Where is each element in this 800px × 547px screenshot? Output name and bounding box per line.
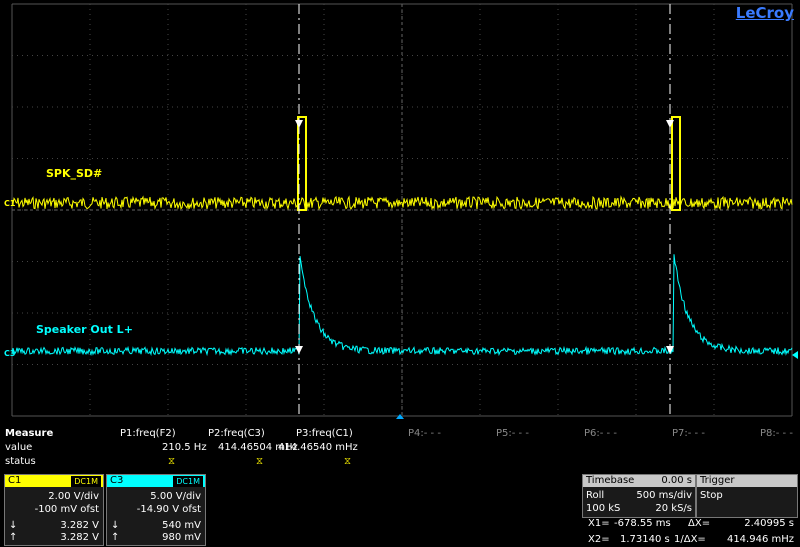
c3-trace-label: Speaker Out L+	[36, 323, 133, 336]
timebase-rate: 20 kS/s	[655, 503, 692, 514]
c1-pulses	[297, 116, 681, 211]
c3-channel-box[interactable]: C3 DC1M 5.00 V/div -14.90 V ofst ↓ 540 m…	[106, 474, 206, 546]
c3-up-value: 980 mV	[162, 532, 201, 543]
c1-box-name: C1	[8, 475, 22, 486]
timebase-box[interactable]: Timebase 0.00 s Roll 500 ms/div 100 kS 2…	[582, 474, 696, 518]
c3-coupling-badge: DC1M	[173, 476, 203, 487]
param-p4-name[interactable]: P4:- - -	[408, 428, 441, 439]
c3-waveform	[11, 254, 793, 357]
param-p3-value: 414.46540 mHz	[278, 442, 358, 453]
status-row-label: status	[5, 456, 36, 467]
measure-title[interactable]: Measure	[5, 428, 54, 439]
param-p2-name[interactable]: P2:freq(C3)	[208, 428, 265, 439]
graticule	[11, 3, 793, 417]
param-p2-value: 414.46504 mHz	[218, 442, 298, 453]
c1-ground-marker[interactable]: C1	[4, 199, 16, 208]
timebase-delay: 0.00 s	[661, 475, 692, 486]
param-p8-name[interactable]: P8:- - -	[760, 428, 793, 439]
param-p6-name[interactable]: P6:- - -	[584, 428, 617, 439]
trigger-state: Stop	[700, 490, 723, 501]
trigger-box[interactable]: Trigger Stop	[696, 474, 798, 518]
c3-down-value: 540 mV	[162, 520, 201, 531]
measure-panel: Measure P1:freq(F2) P2:freq(C3) P3:freq(…	[0, 426, 800, 472]
c3-offset: -14.90 V ofst	[136, 504, 201, 515]
c3-up-arrow-icon: ↑	[111, 532, 120, 543]
param-p1-status-icon: ⧖	[168, 456, 176, 467]
x2-label: X2=	[588, 534, 610, 545]
param-p2-status-icon: ⧖	[256, 456, 264, 467]
param-p3-name[interactable]: P3:freq(C1)	[296, 428, 353, 439]
x1-value: -678.55 ms	[614, 518, 671, 529]
c1-coupling-badge: DC1M	[71, 476, 101, 487]
c1-up-value: 3.282 V	[60, 532, 99, 543]
c1-down-arrow-icon: ↓	[9, 520, 18, 531]
c1-waveform	[11, 195, 793, 211]
x2-value: 1.73140 s	[620, 534, 670, 545]
c1-up-arrow-icon: ↑	[9, 532, 18, 543]
c1-trace-label: SPK_SD#	[46, 167, 103, 180]
param-p3-status-icon: ⧖	[344, 456, 352, 467]
c3-ground-marker[interactable]: C3	[4, 349, 16, 358]
c3-offset-marker[interactable]	[792, 351, 798, 359]
timebase-samples: 100 kS	[586, 503, 621, 514]
param-p7-name[interactable]: P7:- - -	[672, 428, 705, 439]
timebase-mode: Roll	[586, 490, 605, 501]
c1-down-value: 3.282 V	[60, 520, 99, 531]
c1-channel-box[interactable]: C1 DC1M 2.00 V/div -100 mV ofst ↓ 3.282 …	[4, 474, 104, 546]
c3-box-name: C3	[110, 475, 124, 486]
trigger-title: Trigger	[700, 475, 735, 486]
param-p1-name[interactable]: P1:freq(F2)	[120, 428, 176, 439]
timebase-tdiv: 500 ms/div	[636, 490, 692, 501]
inv-dx-value: 414.946 mHz	[726, 534, 794, 545]
dx-label: ΔX=	[688, 518, 711, 529]
param-p1-value: 210.5 Hz	[162, 442, 207, 453]
c1-vdiv: 2.00 V/div	[48, 491, 99, 502]
x1-label: X1=	[588, 518, 610, 529]
trigger-position-marker[interactable]	[396, 414, 404, 419]
c1-offset: -100 mV ofst	[34, 504, 99, 515]
lecroy-logo: LeCroy	[735, 4, 794, 22]
c3-vdiv: 5.00 V/div	[150, 491, 201, 502]
param-p5-name[interactable]: P5:- - -	[496, 428, 529, 439]
cursor-lines[interactable]	[295, 4, 674, 416]
dx-value: 2.40995 s	[744, 518, 794, 529]
value-row-label: value	[5, 442, 33, 453]
inv-dx-label: 1/ΔX=	[674, 534, 706, 545]
timebase-title: Timebase	[586, 475, 635, 486]
c3-down-arrow-icon: ↓	[111, 520, 120, 531]
